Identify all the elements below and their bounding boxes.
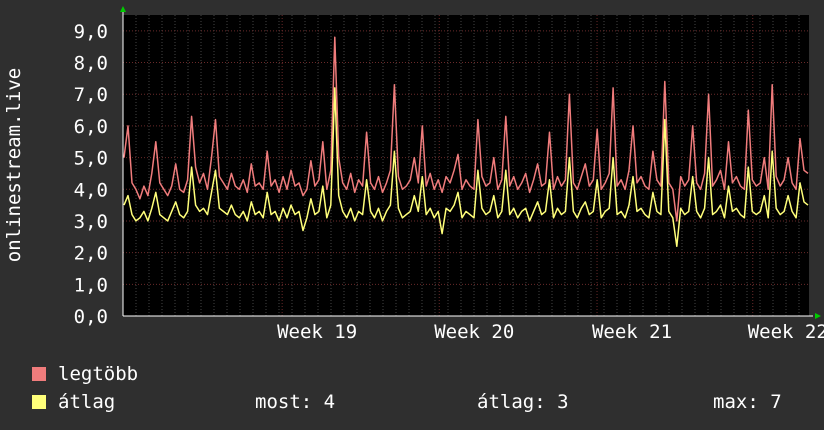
series-line-atlag bbox=[123, 87, 809, 248]
y-tick-label: 4,0 bbox=[74, 179, 108, 201]
legend-label-atlag: átlag bbox=[58, 391, 116, 413]
series-line-legtobb bbox=[123, 36, 809, 222]
y-axis-title: onlinestream.live bbox=[3, 68, 25, 262]
y-tick-label: 0,0 bbox=[74, 306, 108, 328]
x-axis-arrow-icon bbox=[815, 313, 821, 319]
y-tick-label: 2,0 bbox=[74, 243, 108, 265]
y-tick-label: 5,0 bbox=[74, 148, 108, 170]
y-tick-label: 9,0 bbox=[74, 21, 108, 43]
y-tick-label: 8,0 bbox=[74, 53, 108, 75]
chart: 0,01,02,03,04,05,06,07,08,09,0 Week 19 We… bbox=[3, 6, 824, 343]
stat-max: max: 7 bbox=[713, 391, 782, 413]
stat-atlag: átlag: 3 bbox=[477, 391, 569, 413]
y-tick-label: 1,0 bbox=[74, 274, 108, 296]
x-axis-labels: Week 19 Week 20 Week 21 Week 22 bbox=[277, 321, 824, 343]
y-axis-labels: 0,0 1,0 2,0 3,0 4,0 5,0 6,0 7,0 8,0 9,0 bbox=[74, 21, 108, 328]
axes bbox=[120, 6, 821, 319]
plot-area bbox=[123, 15, 809, 316]
stat-most: most: 4 bbox=[255, 391, 336, 413]
grid bbox=[123, 15, 809, 317]
legend-swatch-atlag bbox=[32, 395, 46, 409]
legend-item-atlag: átlag bbox=[32, 391, 115, 413]
y-tick-label: 6,0 bbox=[74, 116, 108, 138]
x-tick-label: Week 20 bbox=[434, 321, 514, 343]
y-tick-label: 7,0 bbox=[74, 84, 108, 106]
legend-item-legtobb: legtöbb bbox=[32, 363, 138, 385]
legend-label-legtobb: legtöbb bbox=[58, 363, 139, 385]
x-tick-label: Week 19 bbox=[277, 321, 357, 343]
y-axis-arrow-icon bbox=[120, 6, 126, 12]
y-tick-label: 3,0 bbox=[74, 211, 108, 233]
series-group bbox=[123, 36, 809, 248]
x-tick-label: Week 22 bbox=[748, 321, 824, 343]
legend-swatch-legtobb bbox=[32, 367, 46, 381]
x-tick-label: Week 21 bbox=[592, 321, 672, 343]
